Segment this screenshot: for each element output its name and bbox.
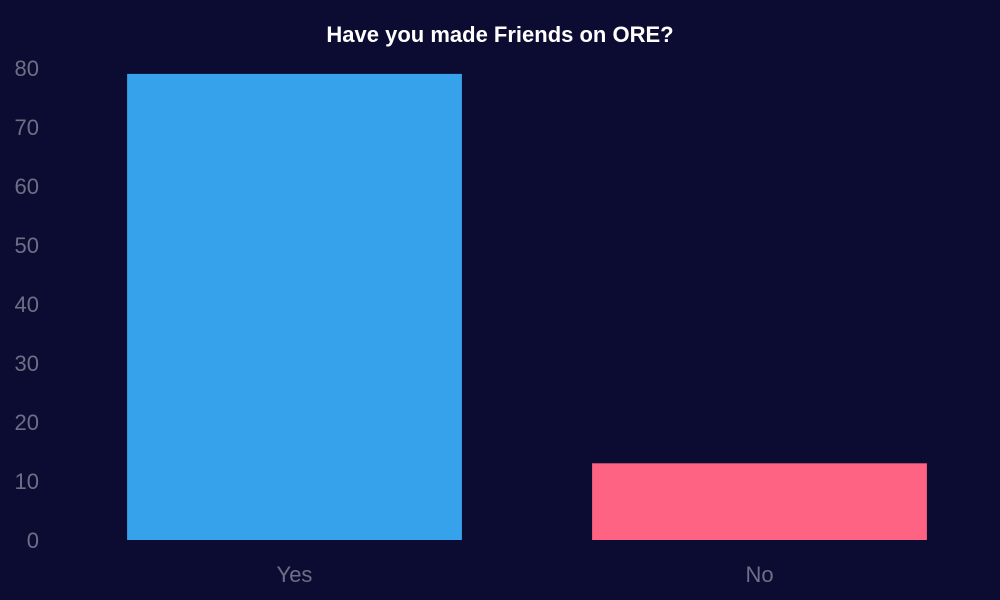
y-tick-label: 20 [15, 410, 39, 435]
x-axis: Yes No [277, 562, 774, 587]
y-tick-label: 50 [15, 233, 39, 258]
bars [127, 73, 927, 541]
y-tick-label: 60 [15, 174, 39, 199]
x-tick-label: No [745, 562, 773, 587]
y-tick-label: 80 [15, 56, 39, 81]
y-tick-label: 0 [27, 528, 39, 553]
y-tick-label: 40 [15, 292, 39, 317]
y-tick-label: 30 [15, 351, 39, 376]
bar-yes [127, 73, 462, 541]
y-tick-label: 70 [15, 115, 39, 140]
y-tick-label: 10 [15, 469, 39, 494]
x-tick-label: Yes [277, 562, 313, 587]
chart-title: Have you made Friends on ORE? [326, 22, 673, 47]
bar-no [592, 463, 927, 540]
y-axis: 0 10 20 30 40 50 60 70 80 [15, 56, 39, 553]
